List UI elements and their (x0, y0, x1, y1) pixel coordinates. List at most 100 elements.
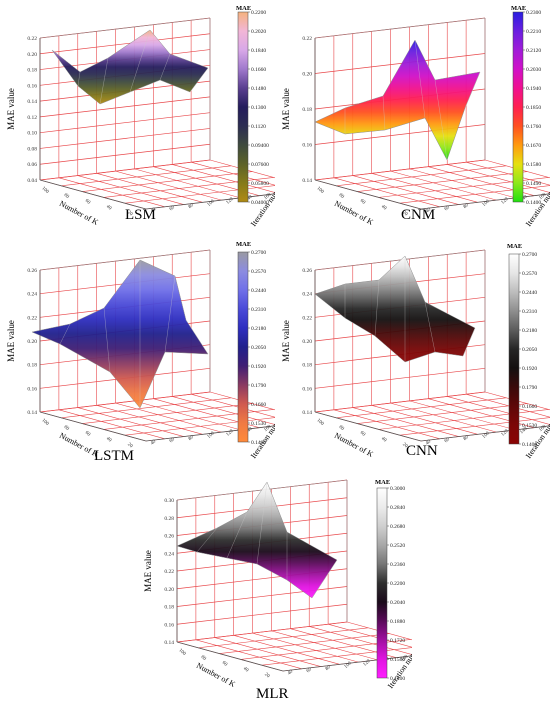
z-axis-label: MAE value (281, 320, 291, 362)
surface-mesh (103, 307, 111, 373)
colorbar-label: 0.1530 (251, 421, 266, 427)
colorbar-label: 0.2310 (251, 307, 266, 313)
z-tick-label: 0.22 (164, 569, 174, 575)
chart-lsm: 0.04 0.06 0.08 0.10 0.12 0.14 0.16 0.18 0.20 0.22… (0, 0, 329, 232)
z-tick-label: 0.14 (27, 99, 37, 105)
chart-caption-lsm: LSM (125, 207, 156, 223)
grid-line (61, 165, 232, 187)
colorbar-label: 0.2440 (251, 288, 266, 294)
z-tick-label: 0.14 (27, 410, 37, 416)
chart-svg: 0.14 0.16 0.18 0.20 0.22 0.24 0.26 100 80 60 40 20 4… (6, 241, 329, 460)
y-tick-label: 160 (400, 654, 409, 663)
z-tick-label: 0.10 (27, 131, 37, 137)
grid-line (77, 175, 184, 205)
surface (31, 259, 209, 409)
grid-line (378, 409, 549, 430)
colorbar-label: 0.1400 (522, 442, 537, 448)
grid-line (233, 635, 340, 665)
colorbar-label: 0.1400 (526, 200, 541, 206)
grid-line (314, 159, 486, 181)
chart-caption-mlr: MLR (256, 686, 289, 702)
grid-line (271, 630, 378, 661)
grid-line (172, 164, 279, 194)
surface-mesh (464, 71, 481, 109)
surface-mesh (164, 275, 176, 353)
box-edge (39, 17, 211, 39)
z-axis-label: MAE value (6, 88, 16, 130)
x-axis-line (176, 641, 284, 672)
colorbar-label: 0.1530 (522, 423, 537, 429)
x-tick-label: 80 (338, 425, 345, 432)
surface-mesh (414, 39, 426, 119)
grid-line (58, 177, 165, 208)
chart-caption-lstm: LSTM (94, 448, 135, 464)
colorbar-label: 0.2040 (390, 600, 405, 606)
y-tick-label: 40 (425, 439, 432, 446)
z-tick-label: 0.26 (302, 268, 312, 274)
colorbar-label: 0.1790 (522, 385, 537, 391)
grid-line (124, 414, 295, 436)
x-tick-label: 40 (242, 666, 249, 673)
x-tick-label: 100 (40, 418, 49, 427)
surface (314, 39, 481, 161)
chart-svg: 0.14 0.16 0.18 0.20 0.22 0.24 0.26 0.28 0.30 100 8… (143, 479, 466, 690)
z-axis-label: MAE value (143, 550, 153, 592)
colorbar (508, 253, 520, 445)
colorbar-label: 0.1660 (251, 67, 266, 73)
chart-lstm: 0.14 0.16 0.18 0.20 0.22 0.24 0.26 100 80 60 40 20 4… (0, 232, 329, 472)
grid-line (96, 173, 203, 203)
colorbar-label: 0.1720 (390, 638, 405, 644)
colorbar-label: 0.2570 (251, 269, 266, 275)
z-tick-label: 0.14 (302, 178, 312, 184)
colorbar-label: 0.1660 (522, 404, 537, 410)
surface-mesh (226, 511, 248, 559)
x-tick-label: 100 (315, 418, 324, 427)
y-tick-label: 100 (207, 199, 216, 208)
grid-line (214, 637, 321, 667)
surface-mesh (424, 301, 436, 353)
colorbar-label: 0.2300 (526, 10, 541, 16)
chart-cnn: 0.14 0.16 0.18 0.20 0.22 0.24 0.26 100 80 60 40 20 4… (275, 232, 550, 472)
z-tick-label: 0.14 (302, 410, 312, 416)
grid-line (390, 170, 497, 201)
y-tick-label: 120 (226, 429, 235, 438)
colorbar-title: MAE (236, 241, 251, 248)
grid-line (484, 159, 550, 179)
grid-line (176, 621, 348, 643)
y-tick-label: 80 (188, 203, 195, 210)
box-edge (314, 249, 486, 271)
surface-mesh (196, 527, 218, 553)
z-tick-label: 0.18 (27, 68, 37, 74)
y-tick-label: 140 (520, 426, 529, 435)
x-tick-label: 80 (200, 655, 207, 662)
x-tick-label: 20 (263, 672, 270, 679)
colorbar-title: MAE (236, 5, 251, 12)
z-tick-label: 0.16 (27, 83, 37, 89)
box-edge (314, 17, 486, 39)
y-axis-line (420, 425, 550, 442)
colorbar (237, 251, 249, 443)
y-tick-label: 100 (482, 431, 491, 440)
z-tick-label: 0.18 (302, 363, 312, 369)
grid-line (409, 400, 516, 431)
grid-line (198, 627, 369, 649)
y-tick-label: 80 (463, 203, 470, 210)
grid-line (357, 171, 528, 192)
grid-line (484, 391, 550, 411)
x-axis-label: Number of K (58, 199, 100, 227)
grid-line (82, 171, 253, 192)
grid-line (314, 391, 486, 413)
surface-mesh (77, 71, 81, 87)
grid-line (134, 400, 241, 431)
grid-line (336, 397, 507, 419)
colorbar-label: 0.1580 (526, 162, 541, 168)
grid-line (352, 407, 459, 437)
z-tick-label: 0.20 (164, 587, 174, 593)
z-tick-label: 0.24 (302, 292, 312, 298)
chart-svg: 0.14 0.16 0.18 0.20 0.22 100 80 60 40 20 40 60 80 100… (281, 5, 550, 228)
z-tick-label: 0.16 (164, 622, 174, 628)
colorbar-label: 0.2180 (251, 326, 266, 332)
colorbar-label: 0.05800 (251, 181, 269, 187)
grid-line (82, 403, 253, 424)
colorbar-label: 0.1920 (251, 364, 266, 370)
